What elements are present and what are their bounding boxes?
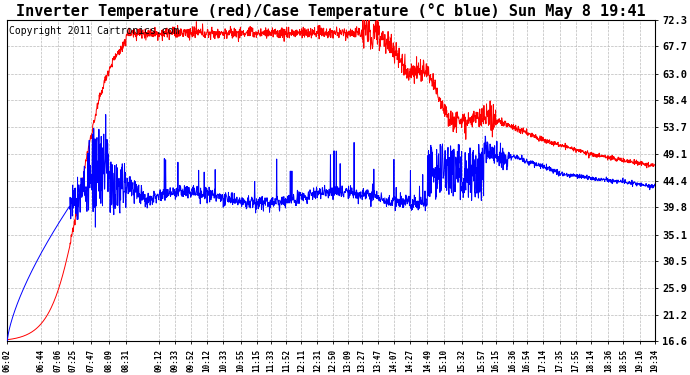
Title: Inverter Temperature (red)/Case Temperature (°C blue) Sun May 8 19:41: Inverter Temperature (red)/Case Temperat… xyxy=(16,3,646,19)
Text: Copyright 2011 Cartronics.com: Copyright 2011 Cartronics.com xyxy=(8,26,179,36)
